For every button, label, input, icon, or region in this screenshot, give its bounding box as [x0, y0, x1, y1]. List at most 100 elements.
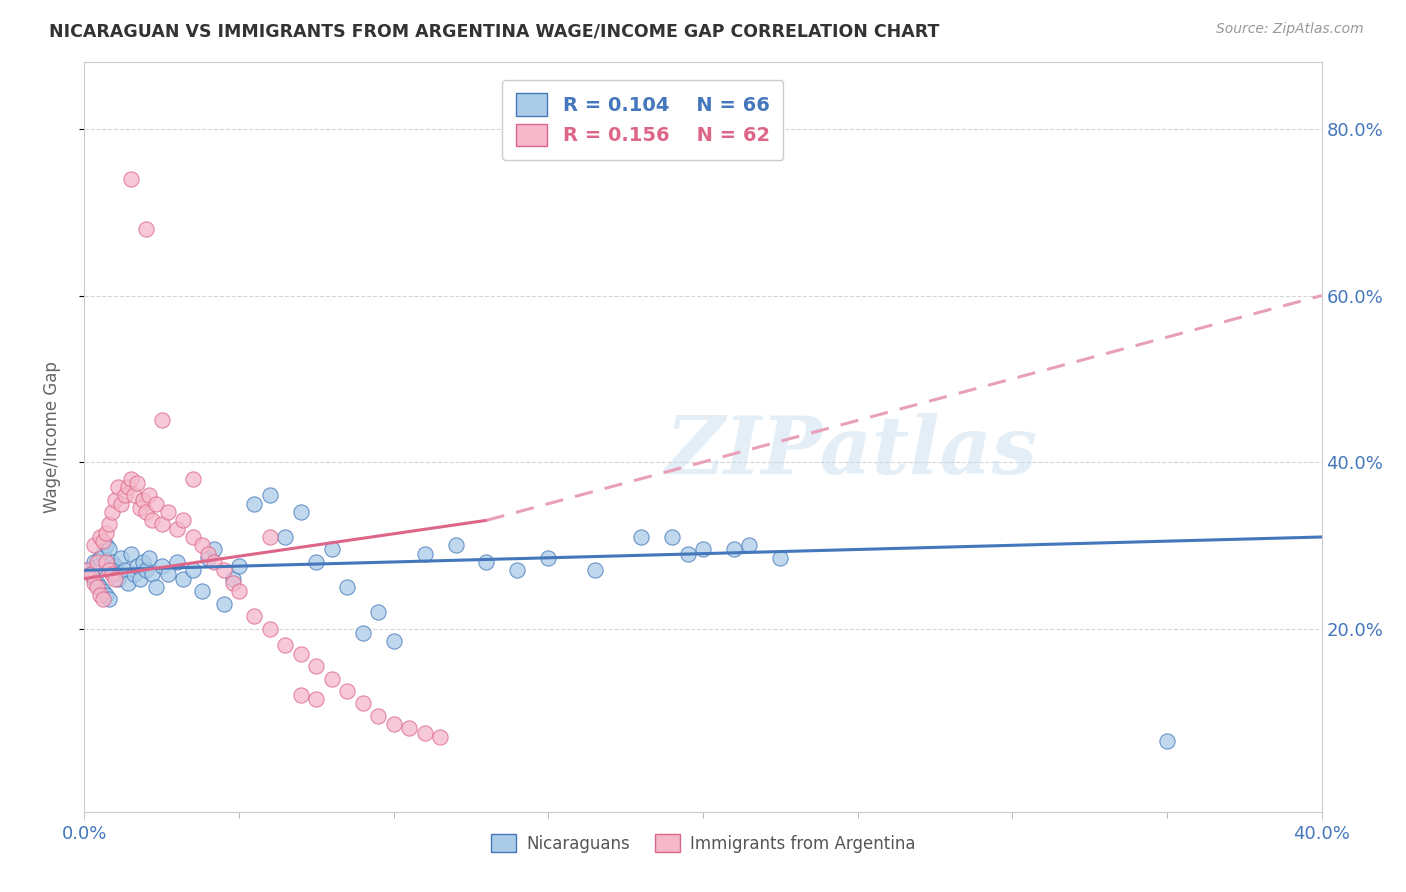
Point: [630, 530, 652, 544]
Point: [86, 575, 108, 590]
Point: [141, 513, 163, 527]
Point: [202, 542, 225, 557]
Point: [145, 580, 167, 594]
Point: [114, 488, 136, 502]
Point: [367, 605, 389, 619]
Point: [114, 563, 136, 577]
Point: [506, 563, 529, 577]
Text: NICARAGUAN VS IMMIGRANTS FROM ARGENTINA WAGE/INCOME GAP CORRELATION CHART: NICARAGUAN VS IMMIGRANTS FROM ARGENTINA …: [49, 22, 939, 40]
Point: [94, 538, 117, 552]
Point: [89, 550, 111, 565]
Point: [145, 497, 167, 511]
Point: [83, 572, 105, 586]
Point: [91, 547, 114, 561]
Text: ZIPatlas: ZIPatlas: [665, 413, 1038, 491]
Point: [429, 730, 451, 744]
Point: [222, 572, 245, 586]
Point: [86, 580, 108, 594]
Point: [120, 472, 142, 486]
Point: [150, 517, 173, 532]
Point: [583, 563, 606, 577]
Point: [150, 413, 173, 427]
Point: [197, 550, 219, 565]
Point: [1156, 734, 1178, 748]
Point: [135, 563, 157, 577]
Point: [76, 563, 98, 577]
Point: [89, 580, 111, 594]
Point: [166, 555, 188, 569]
Point: [138, 488, 160, 502]
Point: [120, 547, 142, 561]
Point: [352, 625, 374, 640]
Point: [444, 538, 467, 552]
Point: [132, 555, 155, 569]
Point: [120, 172, 142, 186]
Point: [382, 634, 405, 648]
Point: [94, 525, 117, 540]
Point: [101, 567, 124, 582]
Point: [243, 609, 266, 624]
Point: [228, 584, 250, 599]
Point: [117, 575, 139, 590]
Point: [367, 709, 389, 723]
Point: [101, 505, 124, 519]
Legend: Nicaraguans, Immigrants from Argentina: Nicaraguans, Immigrants from Argentina: [484, 828, 922, 860]
Point: [259, 622, 281, 636]
Point: [91, 534, 114, 549]
Point: [83, 575, 105, 590]
Point: [181, 530, 204, 544]
Y-axis label: Wage/Income Gap: Wage/Income Gap: [42, 361, 60, 513]
Point: [769, 550, 792, 565]
Point: [166, 522, 188, 536]
Point: [129, 500, 152, 515]
Point: [101, 555, 124, 569]
Point: [156, 505, 179, 519]
Text: Source: ZipAtlas.com: Source: ZipAtlas.com: [1216, 22, 1364, 37]
Point: [676, 547, 699, 561]
Point: [76, 563, 98, 577]
Point: [243, 497, 266, 511]
Point: [98, 592, 121, 607]
Point: [79, 567, 101, 582]
Point: [738, 538, 761, 552]
Point: [104, 492, 127, 507]
Point: [117, 480, 139, 494]
Point: [191, 538, 214, 552]
Point: [83, 538, 105, 552]
Point: [156, 567, 179, 582]
Point: [382, 717, 405, 731]
Point: [259, 530, 281, 544]
Point: [413, 725, 436, 739]
Point: [172, 513, 194, 527]
Point: [305, 692, 328, 706]
Point: [228, 559, 250, 574]
Point: [305, 659, 328, 673]
Point: [91, 584, 114, 599]
Point: [222, 575, 245, 590]
Point: [274, 638, 297, 652]
Point: [122, 567, 145, 582]
Point: [181, 472, 204, 486]
Point: [110, 497, 132, 511]
Point: [86, 555, 108, 569]
Point: [352, 697, 374, 711]
Point: [94, 555, 117, 569]
Point: [125, 475, 148, 490]
Point: [172, 572, 194, 586]
Point: [110, 550, 132, 565]
Point: [321, 542, 343, 557]
Point: [89, 588, 111, 602]
Point: [197, 547, 219, 561]
Point: [132, 492, 155, 507]
Point: [290, 505, 312, 519]
Point: [104, 567, 127, 582]
Point: [79, 567, 101, 582]
Point: [290, 688, 312, 702]
Point: [537, 550, 560, 565]
Point: [661, 530, 683, 544]
Point: [274, 530, 297, 544]
Point: [150, 559, 173, 574]
Point: [413, 547, 436, 561]
Point: [122, 488, 145, 502]
Point: [98, 542, 121, 557]
